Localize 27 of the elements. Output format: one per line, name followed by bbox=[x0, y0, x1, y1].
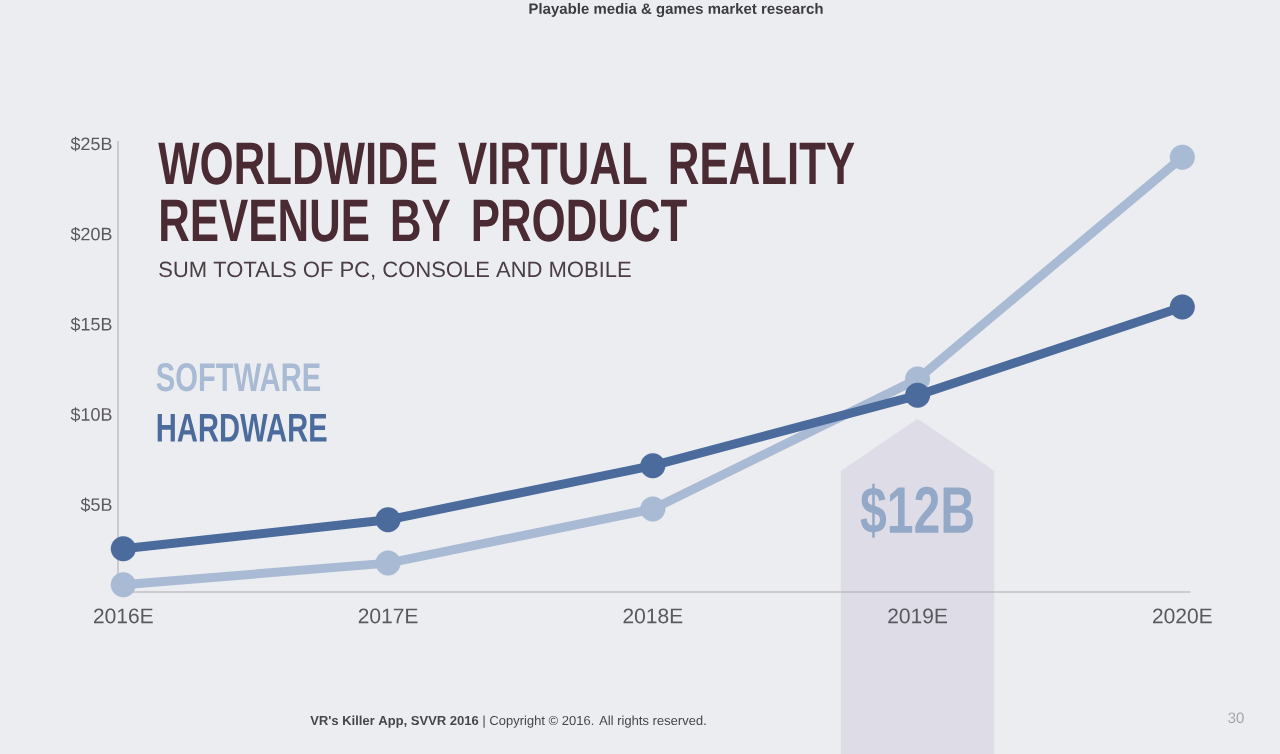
annotation: $12B bbox=[860, 483, 973, 538]
x-tick-label: 2016E bbox=[93, 608, 153, 624]
point bbox=[640, 453, 666, 479]
point bbox=[110, 572, 136, 598]
y-tick-label: $5B bbox=[80, 497, 112, 513]
text: 30 bbox=[1228, 712, 1244, 724]
text: VR's Killer App, SVVR 2016 | Copyright © 2016. All rights reserved. bbox=[310, 715, 706, 728]
y-tick-label: $15B bbox=[70, 317, 112, 332]
x-tick-label: 2020E bbox=[1153, 608, 1212, 624]
text: SOFTWARE bbox=[156, 363, 321, 392]
point bbox=[1169, 144, 1195, 170]
point bbox=[905, 382, 931, 408]
point bbox=[375, 507, 401, 533]
chart-title: WORLDWIDE VIRTUAL REALITY REVENUE BY PRODUCT bbox=[158, 142, 855, 242]
text: Playable media & games market research bbox=[529, 2, 823, 18]
x-tick-label: 2018E bbox=[623, 608, 683, 624]
text: HARDWARE bbox=[157, 414, 327, 442]
point bbox=[640, 496, 666, 522]
y-tick-label: $20B bbox=[70, 226, 112, 242]
point bbox=[110, 536, 136, 562]
y-tick-label: $10B bbox=[70, 407, 112, 422]
point bbox=[1169, 294, 1195, 320]
x-tick-label: 2017E bbox=[358, 608, 418, 624]
point bbox=[375, 550, 401, 576]
y-tick-label: $25B bbox=[70, 136, 112, 152]
x-tick-label: 2019E bbox=[888, 608, 948, 624]
text: SUM TOTALS OF PC, CONSOLE AND MOBILE bbox=[159, 261, 631, 280]
